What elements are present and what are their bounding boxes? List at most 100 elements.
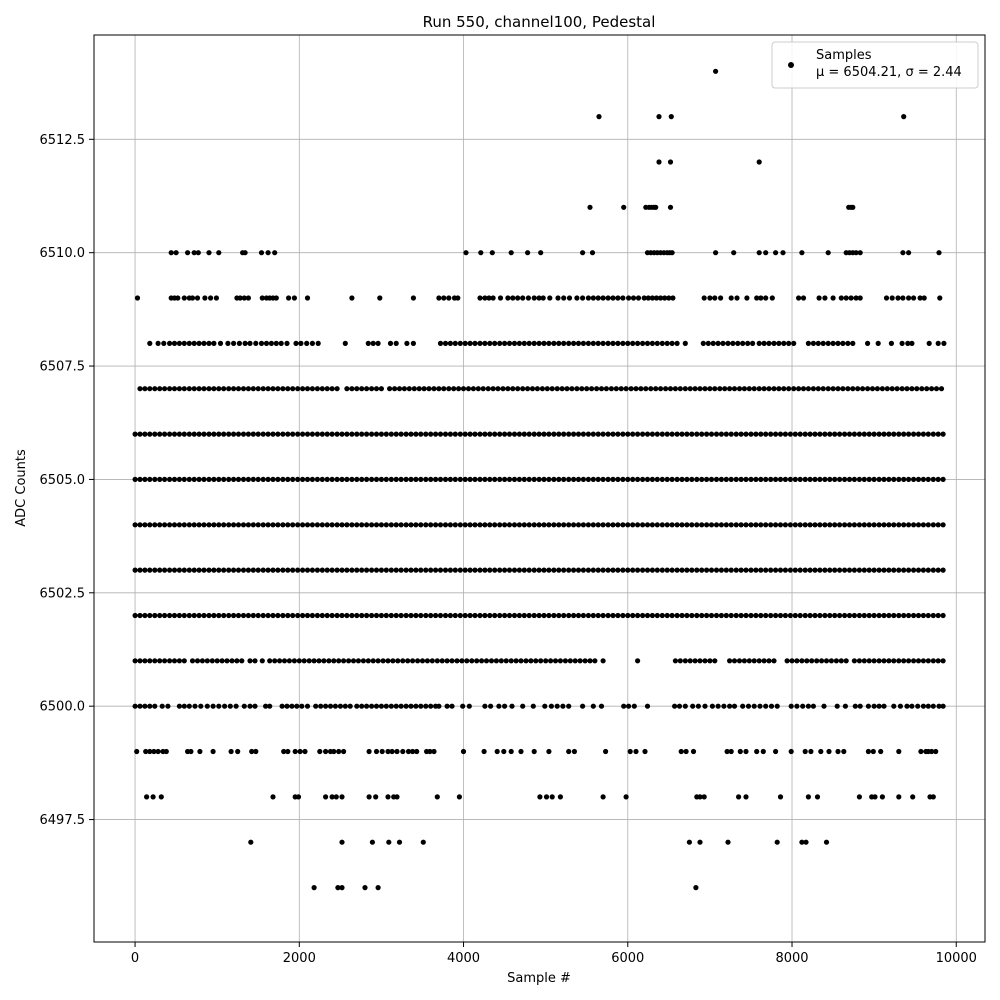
data-point bbox=[723, 522, 729, 528]
data-point bbox=[419, 658, 426, 664]
data-point bbox=[620, 476, 626, 482]
data-point bbox=[167, 340, 173, 346]
data-point bbox=[718, 567, 725, 573]
data-point bbox=[846, 612, 853, 619]
data-point bbox=[137, 386, 143, 392]
data-point bbox=[431, 748, 437, 755]
data-point bbox=[909, 703, 915, 709]
data-point bbox=[768, 431, 774, 437]
data-point bbox=[447, 612, 453, 619]
data-point bbox=[920, 476, 927, 482]
data-point bbox=[365, 340, 371, 346]
data-point bbox=[377, 295, 383, 301]
data-point bbox=[743, 612, 749, 619]
data-point bbox=[930, 703, 936, 709]
data-point bbox=[702, 658, 708, 664]
data-point bbox=[590, 703, 596, 709]
data-point bbox=[781, 386, 787, 392]
data-point bbox=[142, 612, 148, 619]
data-point bbox=[630, 522, 636, 528]
y-tick-label: 6512.5 bbox=[40, 133, 86, 148]
data-point bbox=[323, 703, 329, 709]
data-point bbox=[769, 295, 775, 301]
data-point bbox=[659, 431, 665, 437]
data-point bbox=[626, 295, 632, 301]
data-point bbox=[147, 567, 153, 573]
data-point bbox=[541, 340, 547, 346]
data-point bbox=[530, 703, 536, 709]
data-point bbox=[728, 567, 734, 573]
data-point bbox=[142, 522, 148, 528]
x-tick-label: 8000 bbox=[775, 951, 808, 966]
data-point bbox=[905, 340, 911, 346]
data-point bbox=[554, 386, 560, 392]
data-point bbox=[529, 386, 536, 392]
data-point bbox=[571, 612, 577, 619]
data-point bbox=[654, 612, 660, 619]
data-point bbox=[856, 658, 863, 664]
data-point bbox=[878, 748, 884, 755]
data-point bbox=[506, 340, 513, 346]
data-point bbox=[329, 612, 335, 619]
data-point bbox=[375, 340, 381, 346]
data-point bbox=[763, 522, 769, 528]
data-point bbox=[816, 295, 822, 301]
data-point bbox=[216, 476, 222, 482]
data-point bbox=[851, 476, 858, 482]
data-point bbox=[201, 340, 207, 346]
data-point bbox=[186, 567, 192, 573]
data-point bbox=[346, 658, 352, 664]
data-point bbox=[921, 295, 927, 301]
data-point bbox=[561, 612, 567, 619]
data-point bbox=[285, 386, 291, 392]
data-point bbox=[255, 386, 261, 392]
data-point bbox=[861, 476, 867, 482]
data-point bbox=[640, 522, 646, 528]
data-point bbox=[574, 295, 580, 301]
data-point bbox=[753, 476, 759, 482]
data-point bbox=[763, 431, 769, 437]
data-point bbox=[613, 386, 619, 392]
data-point bbox=[385, 658, 391, 664]
data-point bbox=[787, 522, 794, 528]
data-point bbox=[466, 703, 472, 709]
data-point bbox=[387, 386, 393, 392]
data-point bbox=[727, 658, 733, 664]
data-point bbox=[273, 295, 279, 301]
data-point bbox=[791, 386, 797, 392]
data-point bbox=[896, 794, 902, 800]
data-point bbox=[265, 386, 271, 392]
data-point bbox=[782, 431, 789, 437]
data-point bbox=[173, 250, 179, 256]
data-point bbox=[364, 703, 370, 709]
data-point bbox=[817, 612, 823, 619]
data-point bbox=[280, 476, 286, 482]
data-point bbox=[410, 748, 416, 755]
data-point bbox=[886, 567, 892, 573]
data-point bbox=[285, 748, 291, 755]
data-point bbox=[521, 612, 527, 619]
data-point bbox=[216, 386, 222, 392]
data-point bbox=[635, 431, 641, 437]
data-point bbox=[846, 522, 853, 528]
data-point bbox=[293, 340, 299, 346]
data-point bbox=[592, 658, 598, 664]
data-point bbox=[891, 476, 897, 482]
data-point bbox=[155, 340, 161, 346]
y-tick-label: 6497.5 bbox=[40, 813, 86, 828]
data-point bbox=[304, 295, 311, 301]
data-point bbox=[856, 431, 863, 437]
data-point bbox=[649, 295, 656, 301]
data-point bbox=[600, 476, 606, 482]
data-point bbox=[817, 476, 823, 482]
data-point bbox=[723, 612, 729, 619]
data-point bbox=[442, 476, 449, 482]
data-point bbox=[334, 386, 340, 392]
data-point bbox=[822, 431, 828, 437]
data-point bbox=[219, 658, 225, 664]
data-point bbox=[561, 431, 567, 437]
data-point bbox=[620, 295, 626, 301]
data-point bbox=[206, 476, 212, 482]
data-point bbox=[378, 567, 384, 573]
data-point bbox=[546, 476, 552, 482]
